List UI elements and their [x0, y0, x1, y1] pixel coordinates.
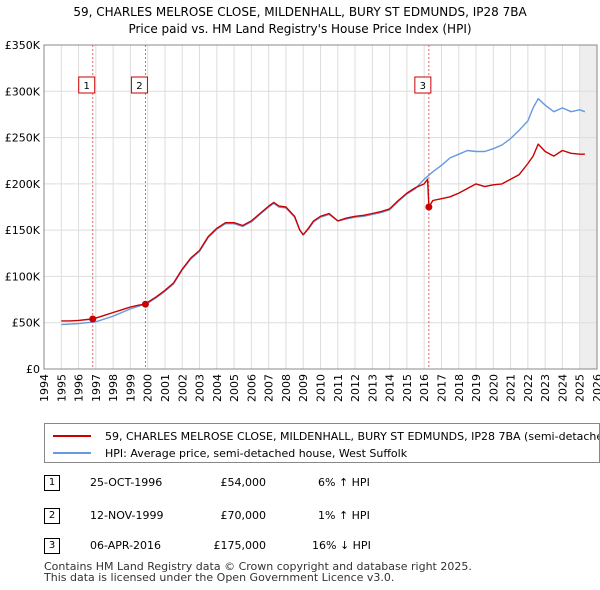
x-tick-label: 2008: [280, 374, 293, 402]
sale-number-label: 2: [136, 81, 142, 92]
x-tick-label: 2020: [487, 374, 500, 402]
x-tick-label: 2009: [297, 374, 310, 402]
sale-number-box: [130, 76, 148, 94]
sale-hpi-diff: 1% ↑ HPI: [318, 509, 370, 522]
sale-date: 12-NOV-1999: [90, 509, 164, 522]
x-tick-label: 2018: [453, 374, 466, 402]
sale-row: 2 12-NOV-1999 £70,000 1% ↑ HPI: [44, 506, 464, 528]
y-tick-label: £350K: [5, 39, 41, 52]
legend-label-property: 59, CHARLES MELROSE CLOSE, MILDENHALL, B…: [105, 429, 600, 443]
y-tick-label: £0: [26, 363, 40, 376]
sale-row: 1 25-OCT-1996 £54,000 6% ↑ HPI: [44, 473, 464, 495]
x-tick-label: 2003: [194, 374, 207, 402]
sale-price: £70,000: [220, 509, 267, 522]
hpi-series-line: [61, 97, 586, 326]
x-tick-label: 2016: [418, 374, 431, 402]
legend-swatch-property: [53, 435, 91, 437]
x-tick-label: 2025: [574, 374, 587, 402]
price-chart: 59, CHARLES MELROSE CLOSE, MILDENHALL, B…: [5, 5, 600, 402]
y-tick-label: £200K: [5, 178, 41, 191]
x-tick-label: 2013: [366, 374, 379, 402]
x-tick-label: 1996: [73, 374, 86, 402]
sale-point: [425, 203, 433, 211]
x-tick-label: 2012: [349, 374, 362, 402]
sale-row: 3 06-APR-2016 £175,000 16% ↓ HPI: [44, 536, 464, 558]
x-tick-label: 1997: [90, 374, 103, 402]
x-tick-label: 2000: [142, 374, 155, 402]
sale-hpi-diff: 6% ↑ HPI: [318, 476, 370, 489]
x-tick-label: 1999: [124, 374, 137, 402]
sale-marker-box: 1: [44, 475, 60, 491]
x-tick-label: 2001: [159, 374, 172, 402]
x-tick-label: 2024: [556, 374, 569, 402]
x-tick-label: 1994: [38, 374, 51, 402]
x-tick-label: 2006: [245, 374, 258, 402]
x-tick-label: 2022: [522, 374, 535, 402]
sale-hpi-diff: 16% ↓ HPI: [312, 539, 371, 552]
x-tick-label: 1998: [107, 374, 120, 402]
forecast-shade: [579, 45, 597, 369]
sale-marker-box: 3: [44, 538, 60, 554]
legend-item-property: 59, CHARLES MELROSE CLOSE, MILDENHALL, B…: [53, 427, 600, 445]
x-tick-label: 2017: [435, 374, 448, 402]
y-tick-label: £250K: [5, 132, 41, 145]
sale-price: £175,000: [213, 539, 267, 552]
x-tick-label: 2015: [401, 374, 414, 402]
legend-item-hpi: HPI: Average price, semi-detached house,…: [53, 444, 407, 462]
x-tick-label: 2026: [591, 374, 600, 402]
sale-number-box: [78, 76, 96, 94]
y-tick-label: £50K: [12, 317, 41, 330]
sale-number-label: 3: [420, 81, 426, 92]
x-tick-label: 2021: [505, 374, 518, 402]
y-tick-label: £300K: [5, 85, 41, 98]
chart-title: 59, CHARLES MELROSE CLOSE, MILDENHALL, B…: [73, 5, 527, 19]
sale-marker-box: 2: [44, 508, 60, 524]
x-tick-label: 2002: [176, 374, 189, 402]
attribution-line-2: This data is licensed under the Open Gov…: [44, 571, 395, 584]
attribution-line-1: Contains HM Land Registry data © Crown c…: [44, 560, 472, 573]
x-tick-label: 2004: [211, 374, 224, 402]
legend-label-hpi: HPI: Average price, semi-detached house,…: [105, 446, 408, 460]
y-tick-label: £150K: [5, 224, 41, 237]
x-tick-label: 2007: [263, 374, 276, 402]
x-tick-label: 2011: [332, 374, 345, 402]
chart-subtitle: Price paid vs. HM Land Registry's House …: [128, 22, 471, 36]
sale-date: 25-OCT-1996: [90, 476, 163, 489]
attribution: Contains HM Land Registry data © Crown c…: [44, 561, 472, 583]
x-tick-label: 2019: [470, 374, 483, 402]
x-tick-label: 2014: [384, 374, 397, 402]
plot-border: [43, 44, 598, 370]
legend-swatch-hpi: [53, 452, 91, 454]
x-tick-label: 2023: [539, 374, 552, 402]
sale-number-label: 1: [84, 81, 90, 92]
x-tick-label: 1995: [55, 374, 68, 402]
sale-price: £54,000: [220, 476, 267, 489]
x-tick-label: 2005: [228, 374, 241, 402]
legend: 59, CHARLES MELROSE CLOSE, MILDENHALL, B…: [44, 423, 600, 463]
sale-point: [89, 315, 97, 323]
sale-number-box: [414, 76, 432, 94]
x-tick-label: 2010: [315, 374, 328, 402]
sale-date: 06-APR-2016: [90, 539, 162, 552]
sale-point: [141, 300, 149, 308]
y-tick-label: £100K: [5, 270, 41, 283]
